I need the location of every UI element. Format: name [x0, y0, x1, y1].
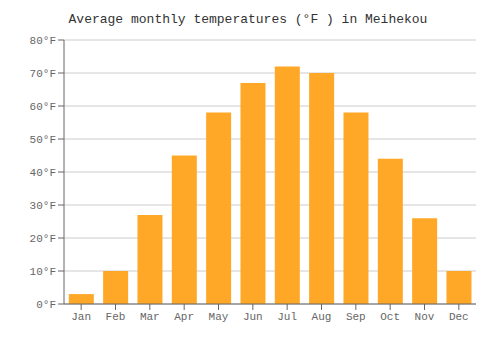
svg-text:Apr: Apr	[174, 311, 194, 323]
svg-text:Jan: Jan	[71, 311, 91, 323]
svg-text:Sep: Sep	[346, 311, 366, 323]
svg-text:80°F: 80°F	[30, 35, 56, 47]
svg-text:Nov: Nov	[415, 311, 435, 323]
svg-text:Feb: Feb	[106, 311, 126, 323]
svg-text:50°F: 50°F	[30, 134, 56, 146]
svg-text:Mar: Mar	[140, 311, 160, 323]
svg-text:20°F: 20°F	[30, 233, 56, 245]
svg-text:Oct: Oct	[380, 311, 400, 323]
svg-text:40°F: 40°F	[30, 167, 56, 179]
svg-text:10°F: 10°F	[30, 266, 56, 278]
svg-text:Aug: Aug	[312, 311, 332, 323]
svg-text:30°F: 30°F	[30, 200, 56, 212]
svg-text:Jul: Jul	[277, 311, 297, 323]
svg-text:60°F: 60°F	[30, 101, 56, 113]
svg-text:Dec: Dec	[449, 311, 469, 323]
html-text:Average monthly temperatures (: Average monthly temperatures (°F ) in Me…	[68, 12, 428, 27]
svg-text:May: May	[209, 311, 229, 323]
svg-text:0°F: 0°F	[36, 299, 56, 311]
svg-text:Jun: Jun	[243, 311, 263, 323]
svg-text:70°F: 70°F	[30, 68, 56, 80]
